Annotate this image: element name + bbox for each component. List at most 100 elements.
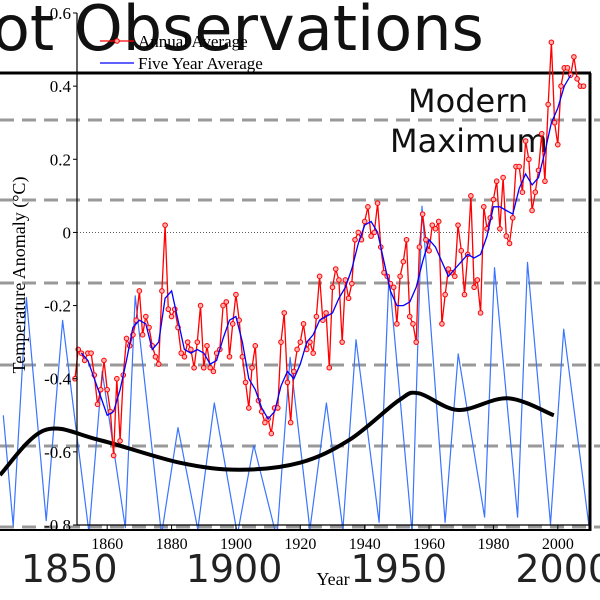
data-point [207, 364, 213, 371]
data-point [294, 346, 300, 353]
background-title: ot Observations [0, 0, 484, 65]
x-tick-label: 2000 [542, 536, 574, 553]
data-point [564, 65, 571, 71]
data-point [374, 200, 381, 206]
sunspot-line [2, 205, 590, 530]
data-point [297, 339, 304, 345]
data-point [143, 313, 149, 320]
data-point [452, 273, 458, 280]
data-point [204, 343, 210, 349]
data-point [136, 288, 143, 294]
legend-label: Annual Average [138, 32, 248, 51]
data-point [406, 313, 413, 320]
data-point [423, 236, 429, 243]
data-point [522, 138, 529, 144]
data-point [332, 266, 339, 272]
data-point [468, 193, 474, 199]
data-point [178, 350, 185, 356]
data-point [442, 291, 448, 298]
data-point [300, 321, 307, 327]
x-tick-label: 2000 [515, 547, 600, 591]
data-point [168, 313, 175, 320]
data-point [516, 163, 522, 170]
annotation: Modern [408, 82, 528, 120]
data-point [281, 310, 288, 316]
data-point [439, 321, 445, 327]
data-point [139, 332, 146, 338]
data-point [500, 174, 506, 181]
data-point [545, 101, 551, 108]
y-tick-label: 0.4 [50, 77, 72, 96]
data-point [110, 452, 117, 459]
x-tick-label: 1900 [186, 547, 283, 591]
data-point [548, 39, 555, 46]
data-point [252, 343, 259, 349]
y-tick-label: -0.8 [44, 516, 71, 535]
data-point [197, 302, 204, 309]
data-point [307, 339, 313, 345]
data-point [239, 353, 246, 360]
data-point [284, 379, 291, 386]
x-tick-label: 1940 [349, 536, 381, 553]
background-grid [0, 118, 600, 529]
data-point [509, 215, 516, 221]
data-point [114, 375, 120, 382]
data-point [94, 401, 101, 408]
legend-label: Five Year Average [138, 54, 263, 73]
data-point [455, 222, 461, 228]
data-point [123, 335, 130, 342]
data-point [490, 196, 497, 203]
data-point [246, 405, 252, 411]
data-point [200, 364, 207, 371]
data-point [445, 266, 452, 272]
data-point [278, 339, 284, 345]
data-point [580, 83, 587, 89]
background-plot [0, 205, 590, 530]
data-point [371, 229, 378, 236]
data-point [458, 247, 465, 254]
x-tick-label: 1920 [284, 536, 316, 553]
y-axis-label: Temperature Anomaly (°C) [9, 177, 30, 374]
data-point [188, 346, 194, 353]
data-point [220, 302, 226, 309]
data-point [555, 141, 561, 148]
data-point [477, 310, 484, 316]
data-point [506, 240, 513, 247]
data-point [133, 317, 139, 324]
data-point [249, 364, 255, 371]
data-point [223, 299, 230, 305]
x-tick-label: 1980 [477, 536, 509, 553]
x-tick-label: 1880 [156, 536, 188, 553]
data-point [345, 295, 352, 302]
data-point [226, 353, 233, 360]
y-tick-label: -0.6 [44, 443, 71, 462]
data-point [368, 233, 374, 239]
data-point [471, 284, 477, 291]
x-tick-label: 1960 [413, 536, 445, 553]
data-point [229, 321, 236, 327]
data-point [497, 225, 503, 232]
data-point [152, 353, 159, 360]
series-line [80, 74, 572, 420]
y-tick-label: -0.4 [44, 370, 71, 389]
data-point [493, 178, 500, 185]
data-point [323, 310, 329, 316]
data-point [480, 204, 487, 210]
data-point [571, 54, 577, 60]
data-point [233, 291, 239, 298]
data-point [242, 379, 249, 386]
data-point [419, 211, 426, 217]
x-tick-label: 1850 [21, 547, 118, 591]
data-point [262, 419, 268, 426]
y-tick-label: 0.6 [50, 4, 71, 23]
data-point [526, 156, 532, 163]
data-point [336, 277, 342, 283]
data-point [165, 306, 172, 313]
legend-marker [114, 38, 120, 44]
data-point [400, 258, 407, 265]
data-point [104, 386, 110, 393]
data-point [435, 218, 442, 225]
data-point [313, 313, 320, 320]
data-point [432, 225, 439, 232]
